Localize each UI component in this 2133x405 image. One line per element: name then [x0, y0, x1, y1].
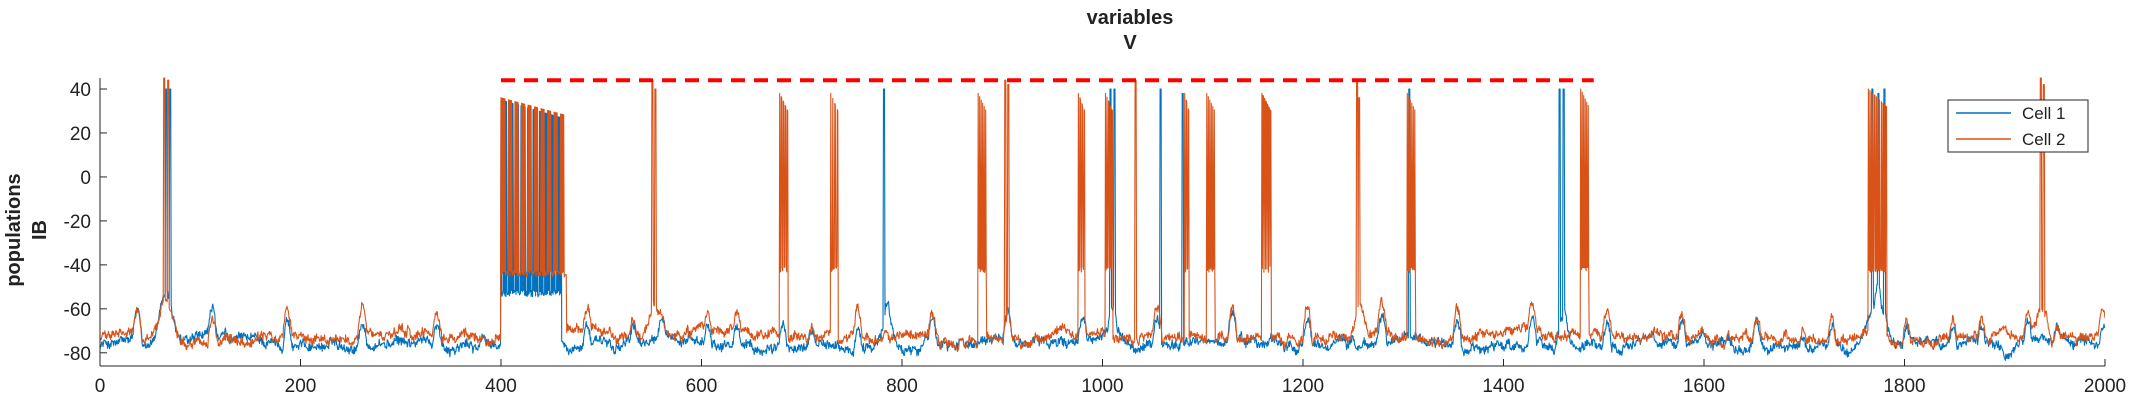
x-tick-label: 1400: [1482, 376, 1524, 397]
x-tick-label: 1200: [1282, 376, 1324, 397]
y-tick-label: -80: [64, 344, 91, 365]
x-tick-label: 1600: [1683, 376, 1725, 397]
y-axis-label-line-2: IB: [29, 220, 51, 240]
y-tick-label: -60: [64, 300, 91, 321]
y-tick-label: 40: [70, 80, 91, 101]
axes: 0 200 400 600 800 1000 1200 1400 1600 1800 2000-80…: [64, 78, 2126, 397]
y-axis-label-line-1: populations: [3, 173, 25, 286]
x-tick-label: 2000: [2084, 376, 2126, 397]
y-tick-label: -40: [64, 256, 91, 277]
x-tick-label: 400: [485, 376, 517, 397]
series-line-cell-2: [100, 77, 2105, 353]
x-tick-label: 0: [95, 376, 106, 397]
x-tick-label: 800: [886, 376, 918, 397]
y-tick-label: 20: [70, 124, 91, 145]
legend-label-cell-2: Cell 2: [2022, 130, 2065, 149]
legend: Cell 1 Cell 2: [1947, 99, 2089, 153]
chart-title-line-1: variables: [1087, 7, 1174, 29]
legend-label-cell-1: Cell 1: [2022, 104, 2065, 123]
plot-area: [100, 77, 2105, 361]
x-tick-label: 1800: [1883, 376, 1925, 397]
x-tick-label: 1000: [1081, 376, 1123, 397]
series-line-cell-1: [100, 88, 2105, 361]
y-tick-label: 0: [80, 168, 91, 189]
legend-box: [1947, 99, 2089, 153]
x-tick-label: 200: [285, 376, 317, 397]
chart-title-line-2: V: [1123, 32, 1137, 54]
y-tick-label: -20: [64, 212, 91, 233]
x-tick-label: 600: [686, 376, 718, 397]
